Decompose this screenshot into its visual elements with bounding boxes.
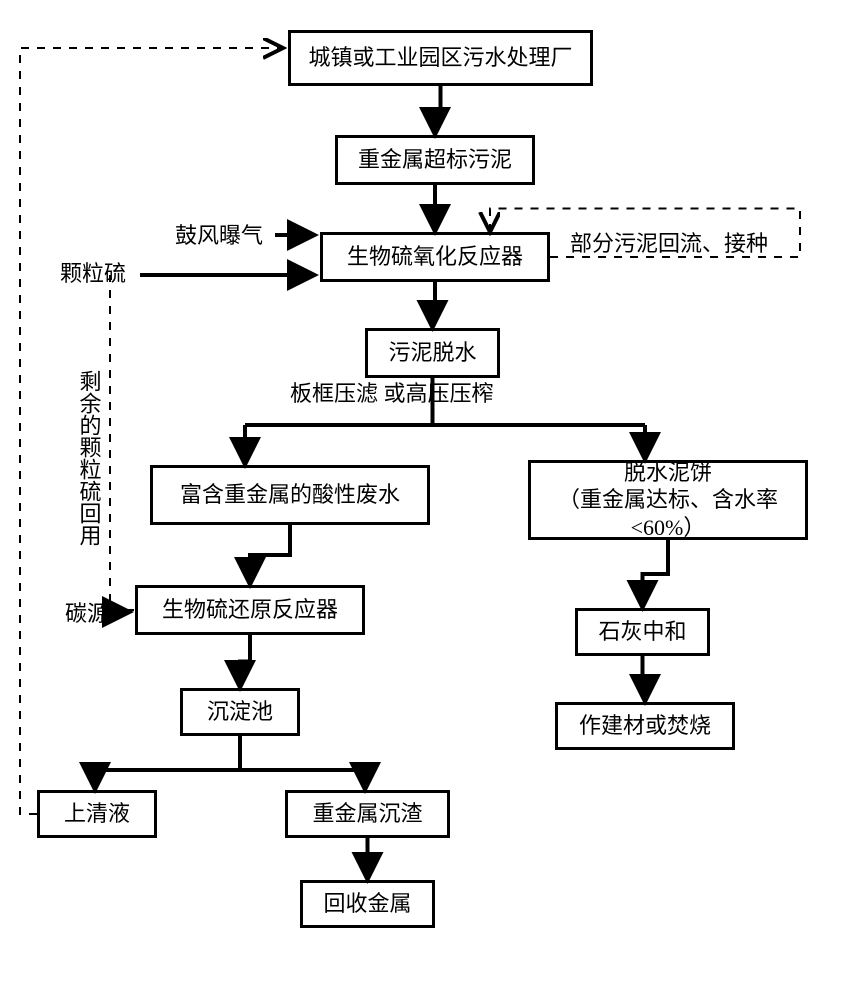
node-sed: 沉淀池: [180, 688, 300, 736]
label-press: 板框压滤 或高压压榨: [290, 380, 494, 408]
node-lime-label: 石灰中和: [592, 614, 692, 650]
node-bio-red: 生物硫还原反应器: [135, 585, 365, 635]
label-recycle: 部分污泥回流、接种: [570, 230, 768, 258]
node-sludge: 重金属超标污泥: [335, 135, 535, 185]
node-cake-label: 脱水泥饼: [618, 455, 718, 487]
node-lime: 石灰中和: [575, 608, 710, 656]
node-cake-sublabel: （重金属达标、含水率<60%）: [531, 486, 805, 545]
node-plant: 城镇或工业园区污水处理厂: [288, 30, 593, 86]
node-building-label: 作建材或焚烧: [573, 708, 717, 744]
node-recover-label: 回收金属: [317, 886, 417, 922]
node-recover: 回收金属: [300, 880, 435, 928]
node-sed-label: 沉淀池: [201, 694, 279, 730]
node-acid-waste: 富含重金属的酸性废水: [150, 465, 430, 525]
label-remain-sulfur: 剩余的颗粒硫回用: [75, 370, 103, 546]
node-bio-oxid-label: 生物硫氧化反应器: [341, 239, 529, 275]
label-guf: 鼓风曝气: [175, 222, 263, 250]
node-residue-label: 重金属沉渣: [306, 796, 428, 832]
label-carbon: 碳源: [65, 600, 109, 628]
node-supernatant-label: 上清液: [58, 796, 136, 832]
node-dewater-label: 污泥脱水: [382, 335, 482, 371]
node-building: 作建材或焚烧: [555, 702, 735, 750]
node-acid-waste-label: 富含重金属的酸性废水: [174, 477, 406, 513]
node-bio-red-label: 生物硫还原反应器: [156, 592, 344, 628]
node-cake: 脱水泥饼 （重金属达标、含水率<60%）: [528, 460, 808, 540]
node-residue: 重金属沉渣: [285, 790, 450, 838]
node-plant-label: 城镇或工业园区污水处理厂: [302, 40, 578, 76]
node-supernatant: 上清液: [37, 790, 157, 838]
node-dewater: 污泥脱水: [365, 328, 500, 378]
flowchart-canvas: 鼓风曝气 颗粒硫 部分污泥回流、接种 板框压滤 或高压压榨 剩余的颗粒硫回用 碳…: [0, 0, 853, 1000]
node-bio-oxid: 生物硫氧化反应器: [320, 232, 550, 282]
label-kls: 颗粒硫: [60, 260, 126, 288]
node-sludge-label: 重金属超标污泥: [352, 142, 518, 178]
